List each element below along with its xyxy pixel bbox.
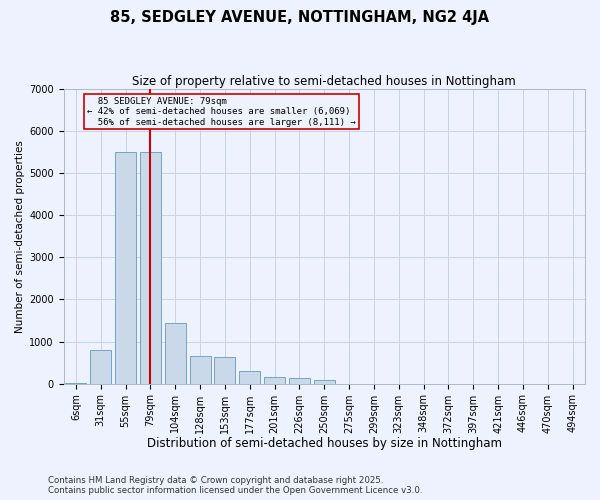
Bar [65,382,86,384]
Y-axis label: Number of semi-detached properties: Number of semi-detached properties [15,140,25,333]
Bar [239,371,260,384]
Bar [289,378,310,384]
Bar [190,356,211,384]
Bar [214,357,235,384]
Bar [264,378,285,384]
Bar [165,322,186,384]
X-axis label: Distribution of semi-detached houses by size in Nottingham: Distribution of semi-detached houses by … [147,437,502,450]
Text: 85, SEDGLEY AVENUE, NOTTINGHAM, NG2 4JA: 85, SEDGLEY AVENUE, NOTTINGHAM, NG2 4JA [110,10,490,25]
Text: 85 SEDGLEY AVENUE: 79sqm
← 42% of semi-detached houses are smaller (6,069)
  56%: 85 SEDGLEY AVENUE: 79sqm ← 42% of semi-d… [87,96,356,126]
Bar [90,350,112,384]
Bar [140,152,161,384]
Text: Contains HM Land Registry data © Crown copyright and database right 2025.
Contai: Contains HM Land Registry data © Crown c… [48,476,422,495]
Bar [314,380,335,384]
Title: Size of property relative to semi-detached houses in Nottingham: Size of property relative to semi-detach… [133,75,516,88]
Bar [115,152,136,384]
